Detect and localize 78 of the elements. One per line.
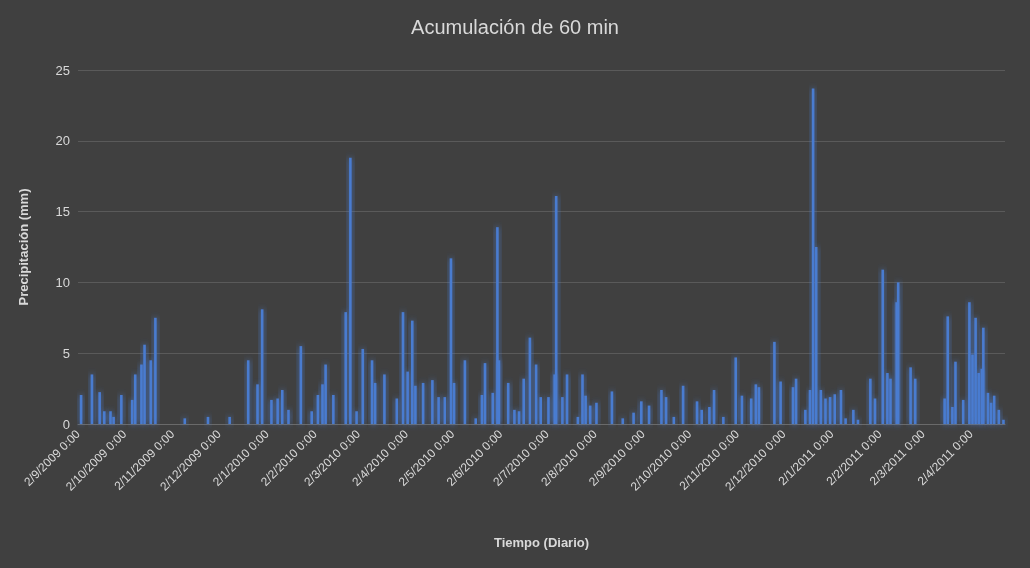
y-tick-label: 5 bbox=[62, 345, 70, 361]
bar bbox=[581, 374, 584, 424]
bar bbox=[228, 416, 231, 424]
bar bbox=[183, 418, 187, 424]
bar bbox=[722, 416, 725, 424]
y-tick-label: 25 bbox=[55, 62, 70, 78]
bar bbox=[324, 364, 327, 424]
bar bbox=[361, 348, 365, 424]
bar bbox=[909, 367, 912, 424]
bar bbox=[120, 394, 123, 424]
bar bbox=[280, 390, 284, 424]
bar bbox=[410, 320, 414, 424]
bar bbox=[1002, 419, 1005, 424]
bar bbox=[539, 397, 543, 424]
bar bbox=[246, 360, 250, 424]
x-axis-title: Tiempo (Diario) bbox=[493, 535, 590, 550]
bar bbox=[149, 360, 153, 424]
bar bbox=[954, 361, 957, 424]
y-axis-title: Precipitación (mm) bbox=[16, 188, 31, 306]
bar bbox=[554, 196, 558, 424]
bar bbox=[109, 411, 112, 424]
bar bbox=[349, 157, 352, 424]
bar bbox=[276, 398, 279, 424]
bar bbox=[595, 402, 598, 424]
bar bbox=[700, 409, 703, 424]
chart-title: Acumulación de 60 min bbox=[411, 16, 619, 38]
bar bbox=[522, 378, 525, 424]
bar bbox=[833, 394, 837, 424]
bar bbox=[383, 374, 386, 424]
bar bbox=[982, 327, 985, 424]
bar bbox=[143, 344, 146, 424]
bar bbox=[844, 418, 847, 424]
bar bbox=[344, 312, 348, 424]
bar bbox=[491, 392, 495, 424]
bar bbox=[824, 398, 827, 424]
bar bbox=[660, 390, 663, 424]
bar bbox=[287, 409, 290, 424]
bar bbox=[256, 384, 259, 424]
bar bbox=[133, 374, 137, 424]
bar bbox=[443, 397, 447, 424]
bar bbox=[974, 317, 977, 424]
bar bbox=[474, 418, 478, 424]
bar bbox=[708, 407, 711, 424]
bar bbox=[779, 381, 782, 424]
bar bbox=[332, 394, 335, 424]
bar bbox=[547, 397, 550, 424]
bar bbox=[734, 357, 738, 424]
bar bbox=[437, 397, 440, 424]
bar bbox=[881, 269, 885, 424]
bar bbox=[773, 341, 776, 424]
y-tick-label: 15 bbox=[55, 204, 70, 220]
bar bbox=[506, 382, 510, 424]
bar bbox=[406, 371, 409, 424]
bar bbox=[913, 378, 917, 424]
bar bbox=[804, 409, 807, 424]
bar bbox=[98, 392, 101, 424]
bar bbox=[961, 399, 965, 424]
y-tick-label: 20 bbox=[55, 133, 70, 149]
bar bbox=[588, 405, 592, 424]
bar bbox=[869, 378, 872, 424]
bar bbox=[632, 412, 635, 424]
bar bbox=[886, 373, 889, 424]
bar bbox=[270, 399, 273, 424]
bar bbox=[621, 418, 625, 424]
bar bbox=[640, 401, 643, 424]
y-tick-label: 0 bbox=[62, 416, 70, 432]
bar bbox=[103, 411, 106, 424]
bar bbox=[946, 316, 950, 424]
bar bbox=[310, 411, 313, 424]
bar bbox=[431, 380, 434, 424]
bar bbox=[968, 302, 971, 424]
bar bbox=[154, 317, 157, 424]
y-tick-label: 10 bbox=[55, 274, 70, 290]
bar bbox=[355, 411, 358, 424]
bar bbox=[896, 282, 900, 424]
bar bbox=[561, 397, 564, 424]
bar bbox=[513, 409, 516, 424]
bar bbox=[852, 409, 855, 424]
